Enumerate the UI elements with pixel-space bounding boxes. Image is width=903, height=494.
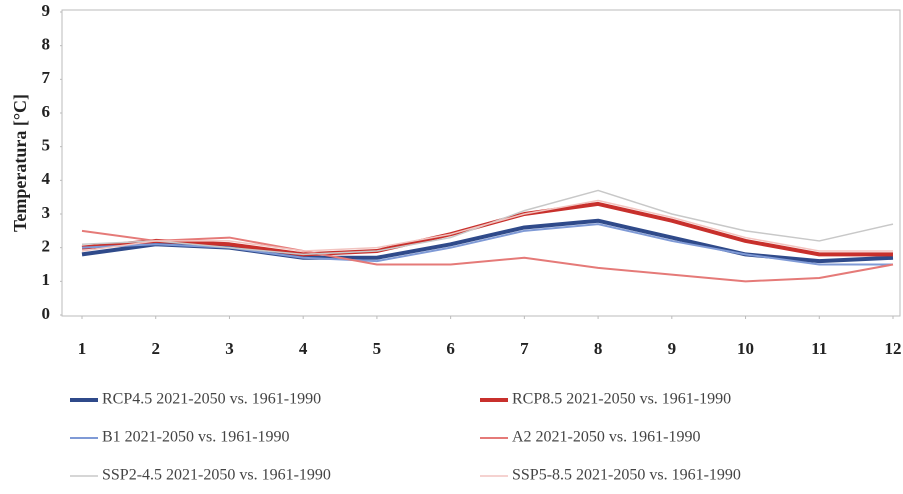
x-tick-label: 11 [811, 339, 827, 358]
series-line [81, 229, 894, 283]
legend-label: RCP8.5 2021-2050 vs. 1961-1990 [512, 391, 731, 408]
y-tick-label: 2 [42, 237, 51, 256]
y-tick-label: 9 [42, 1, 51, 20]
y-tick-label: 5 [42, 136, 51, 155]
x-tick-label: 3 [225, 339, 234, 358]
y-tick-label: 1 [42, 270, 51, 289]
x-tick-label: 8 [594, 339, 603, 358]
x-tick-label: 4 [299, 339, 308, 358]
x-tick-label: 9 [668, 339, 677, 358]
legend-label: SSP2-4.5 2021-2050 vs. 1961-1990 [102, 467, 331, 484]
plot-frame [61, 9, 901, 317]
y-tick-label: 6 [42, 102, 51, 121]
x-tick-label: 10 [737, 339, 754, 358]
x-tick-label: 2 [151, 339, 160, 358]
x-tick-label: 12 [885, 339, 902, 358]
y-tick-label: 3 [42, 203, 51, 222]
x-tick-label: 7 [520, 339, 529, 358]
legend-label: A2 2021-2050 vs. 1961-1990 [512, 429, 700, 446]
x-tick-label: 6 [446, 339, 455, 358]
y-tick-label: 8 [42, 35, 51, 54]
series-line [81, 199, 893, 252]
x-tick-label: 1 [78, 339, 87, 358]
legend-label: RCP4.5 2021-2050 vs. 1961-1990 [102, 391, 321, 408]
y-tick-label: 7 [42, 68, 51, 87]
y-tick-label: 4 [42, 169, 51, 188]
y-axis-title: Temperatura [°C] [10, 94, 30, 232]
legend-label: SSP5-8.5 2021-2050 vs. 1961-1990 [512, 467, 741, 484]
legend-label: B1 2021-2050 vs. 1961-1990 [102, 429, 290, 446]
x-tick-label: 5 [373, 339, 382, 358]
y-tick-label: 0 [42, 304, 51, 323]
